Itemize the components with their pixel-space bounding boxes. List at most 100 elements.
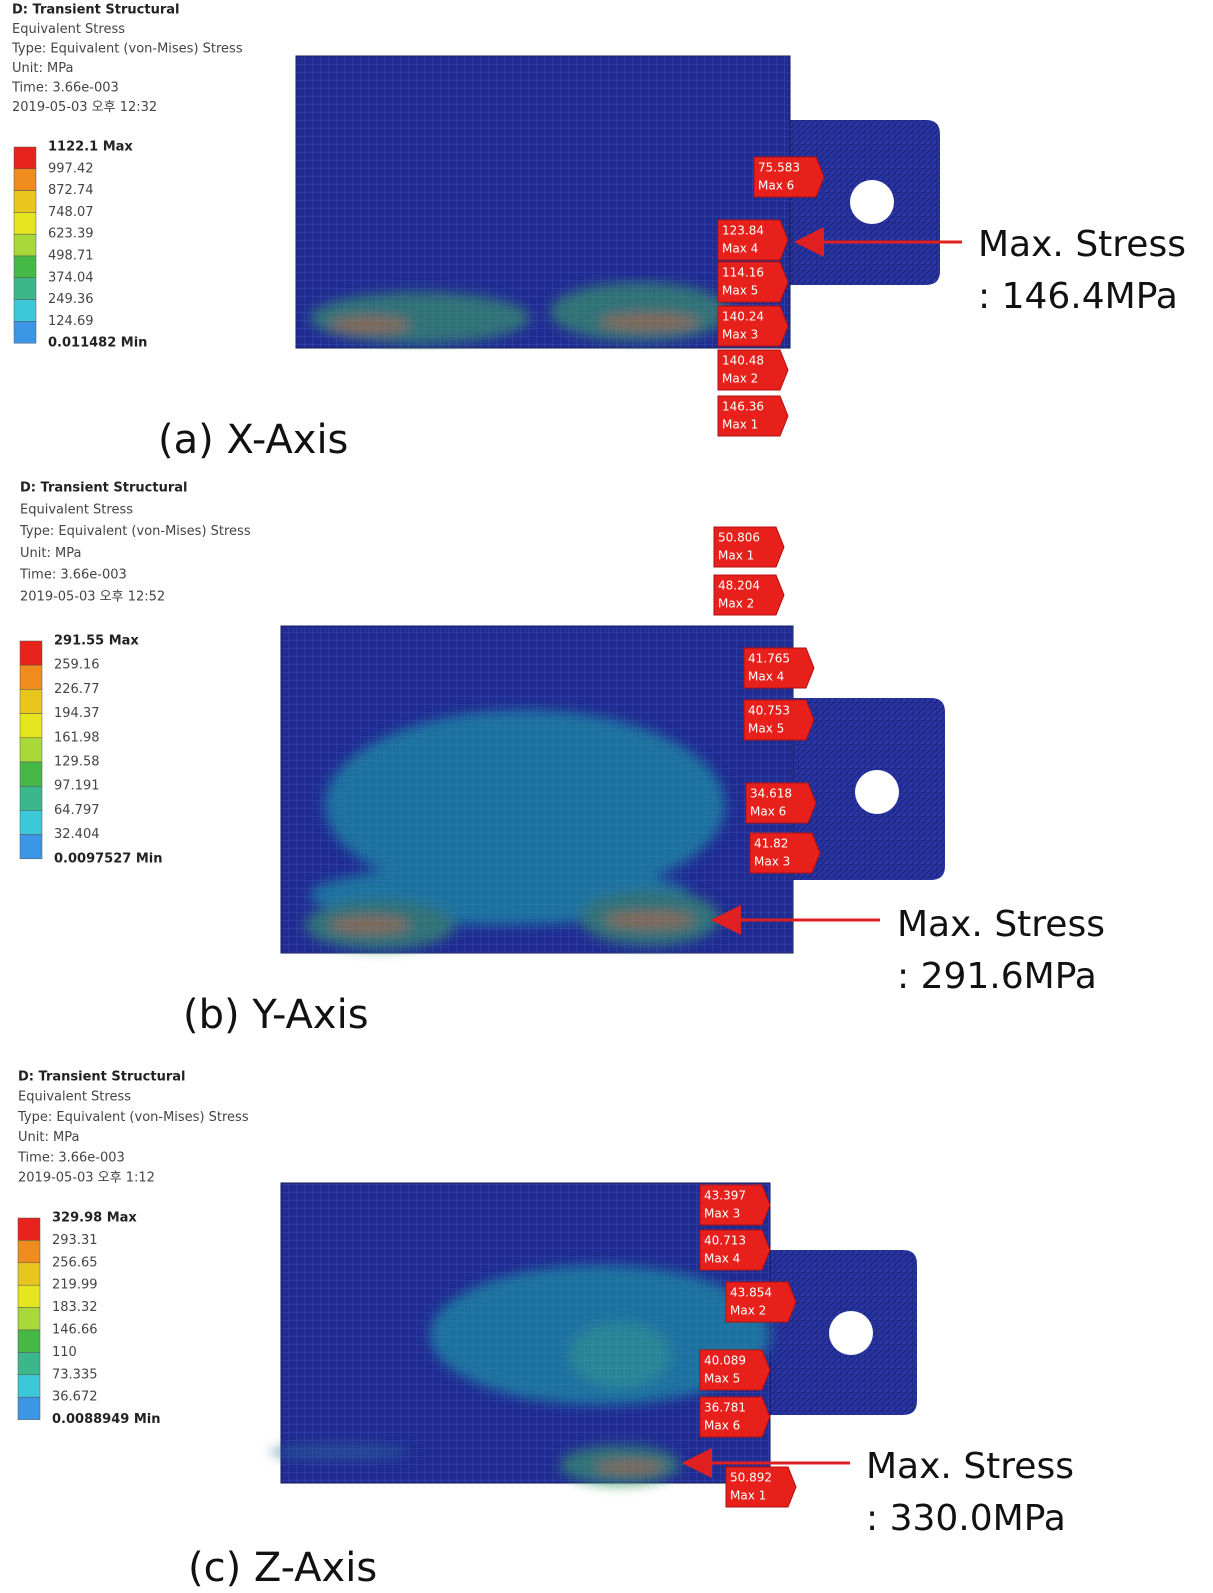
legend-label: 97.191	[54, 779, 100, 794]
legend-label: 32.404	[54, 827, 100, 842]
probe-tag	[713, 574, 785, 616]
tag-label: Max 1	[718, 549, 754, 563]
legend-swatch	[19, 810, 43, 835]
legend-label: 73.335	[52, 1367, 98, 1382]
header-line: Time: 3.66e-003	[17, 1150, 125, 1165]
tag-value: 123.84	[722, 224, 764, 238]
probe-tag	[743, 699, 815, 741]
header-line: D: Transient Structural	[20, 481, 187, 496]
tag-label: Max 4	[722, 242, 758, 256]
tag-label: Max 5	[704, 1372, 740, 1386]
legend-swatch	[17, 1240, 41, 1264]
annotation: Max. Stress	[866, 1446, 1074, 1487]
legend-swatch	[13, 212, 37, 235]
legend-swatch	[17, 1307, 41, 1331]
legend-label: 623.39	[48, 227, 94, 242]
hole	[829, 1311, 873, 1355]
probe-tag	[699, 1229, 771, 1271]
mesh-overlay	[281, 626, 793, 953]
legend-label: 498.71	[48, 249, 94, 264]
tag-label: Max 5	[722, 284, 758, 298]
legend-label: 194.37	[54, 706, 100, 721]
tag-label: Max 4	[748, 670, 784, 684]
probe-tag	[713, 526, 785, 568]
tag-value: 50.892	[730, 1471, 772, 1485]
tag-value: 43.397	[704, 1189, 746, 1203]
header-line: Type: Equivalent (von-Mises) Stress	[19, 524, 251, 539]
legend-swatch	[19, 785, 43, 811]
legend-swatch	[17, 1396, 41, 1420]
legend-label: 256.65	[52, 1255, 98, 1270]
header-line: Time: 3.66e-003	[19, 568, 127, 583]
tag-value: 41.82	[754, 837, 788, 851]
probe-tag	[699, 1396, 771, 1438]
probe-tag	[717, 261, 789, 303]
panel: D: Transient Structural Equivalent Stress…	[11, 3, 1186, 464]
annotation: : 330.0MPa	[866, 1498, 1066, 1539]
legend-label: 0.0088949 Min	[52, 1412, 160, 1427]
legend-swatch	[13, 168, 37, 191]
legend-swatch	[19, 834, 43, 860]
tag-value: 114.16	[722, 266, 764, 280]
legend-label: 293.31	[52, 1233, 98, 1248]
legend-label: 329.98 Max	[52, 1211, 137, 1226]
legend-label: 748.07	[48, 205, 94, 220]
probe-tag	[717, 395, 789, 437]
tag-label: Max 2	[722, 372, 758, 386]
tag-label: Max 4	[704, 1252, 740, 1266]
tag-label: Max 3	[722, 328, 758, 342]
probe-tag	[749, 832, 821, 874]
legend-label: 110	[52, 1345, 77, 1360]
legend-swatch	[13, 146, 37, 170]
probe-tag	[717, 219, 789, 261]
legend-label: 0.011482 Min	[48, 336, 147, 351]
panel: D: Transient Structural Equivalent Stress…	[19, 481, 1105, 1039]
tag-value: 40.713	[704, 1234, 746, 1248]
tag-value: 43.854	[730, 1286, 772, 1300]
header-line: 2019-05-03 오후 12:32	[12, 100, 157, 115]
header-line: D: Transient Structural	[18, 1070, 185, 1085]
legend-label: 997.42	[48, 161, 94, 176]
legend-swatch	[17, 1374, 41, 1398]
legend-label: 64.797	[54, 803, 100, 818]
tag-value: 140.48	[722, 354, 764, 368]
legend-label: 226.77	[54, 682, 100, 697]
hole	[855, 770, 899, 814]
hole	[850, 180, 894, 224]
tag-value: 48.204	[718, 579, 760, 593]
legend-swatch	[19, 640, 43, 666]
legend-swatch	[13, 321, 37, 344]
tag-value: 34.618	[750, 787, 792, 801]
legend-label: 183.32	[52, 1300, 98, 1315]
header-line: D: Transient Structural	[12, 3, 179, 18]
tag-label: Max 3	[704, 1207, 740, 1221]
tag-label: Max 2	[718, 597, 754, 611]
tag-value: 41.765	[748, 652, 790, 666]
header-line: Equivalent Stress	[18, 1090, 131, 1105]
legend-label: 146.66	[52, 1323, 98, 1338]
legend-swatch	[13, 255, 37, 279]
legend-swatch	[19, 737, 43, 763]
legend-swatch	[17, 1352, 41, 1376]
legend-label: 0.0097527 Min	[54, 851, 162, 866]
header-line: Type: Equivalent (von-Mises) Stress	[11, 42, 243, 57]
probe-tag	[699, 1184, 771, 1226]
legend-swatch	[19, 713, 43, 739]
annotation: Max. Stress	[897, 904, 1105, 945]
caption: (c) Z-Axis	[188, 1545, 377, 1591]
annotation: : 146.4MPa	[978, 276, 1178, 317]
tag-value: 40.089	[704, 1354, 746, 1368]
caption: (b) Y-Axis	[183, 992, 369, 1038]
legend-swatch	[17, 1329, 41, 1353]
legend-label: 374.04	[48, 270, 94, 285]
legend-swatch	[19, 689, 43, 714]
tag-value: 40.753	[748, 704, 790, 718]
legend-label: 124.69	[48, 314, 94, 329]
annotation: Max. Stress	[978, 224, 1186, 265]
tag-label: Max 6	[758, 179, 794, 193]
tag-value: 146.36	[722, 400, 764, 414]
legend-swatch	[17, 1262, 41, 1286]
caption: (a) X-Axis	[158, 417, 348, 463]
tag-label: Max 2	[730, 1304, 766, 1318]
